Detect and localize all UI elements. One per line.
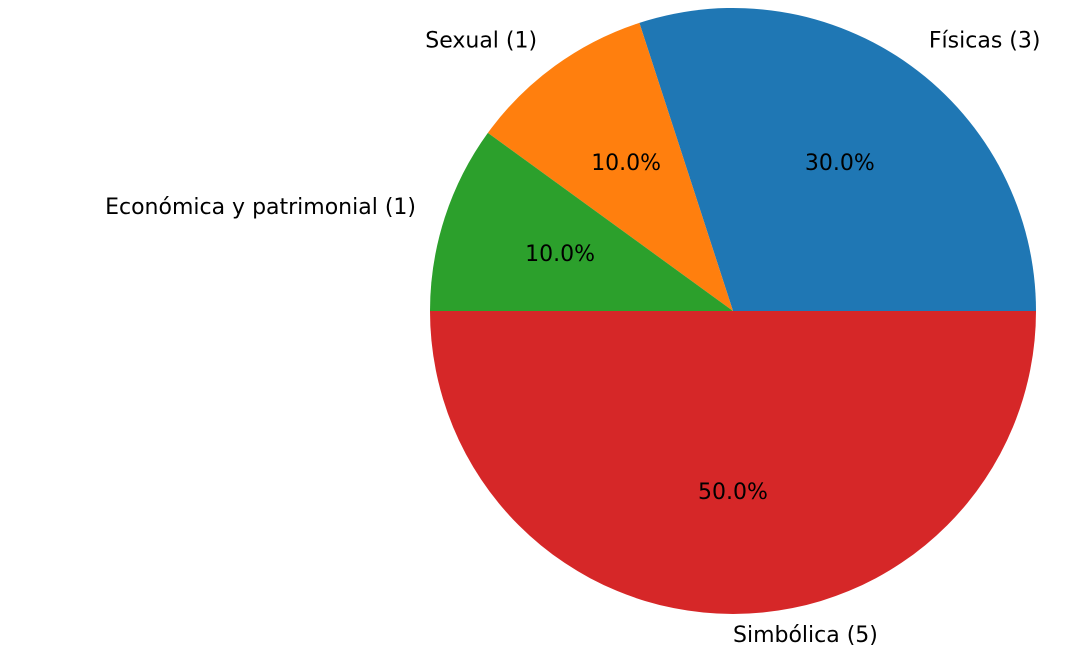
pie-slice (430, 311, 1036, 614)
pie-slice (487, 22, 733, 312)
pie-slice (430, 132, 733, 311)
percent-label: 10.0% (591, 151, 661, 176)
slice-label: Físicas (3) (929, 28, 1041, 53)
slice-label: Económica y patrimonial (1) (105, 195, 416, 220)
slice-label: Sexual (1) (425, 28, 537, 53)
percent-label: 30.0% (805, 151, 875, 176)
slice-label: Simbólica (5) (733, 623, 878, 648)
pie-slice (639, 7, 1037, 312)
percent-label: 10.0% (525, 242, 595, 267)
percent-label: 50.0% (698, 480, 768, 505)
